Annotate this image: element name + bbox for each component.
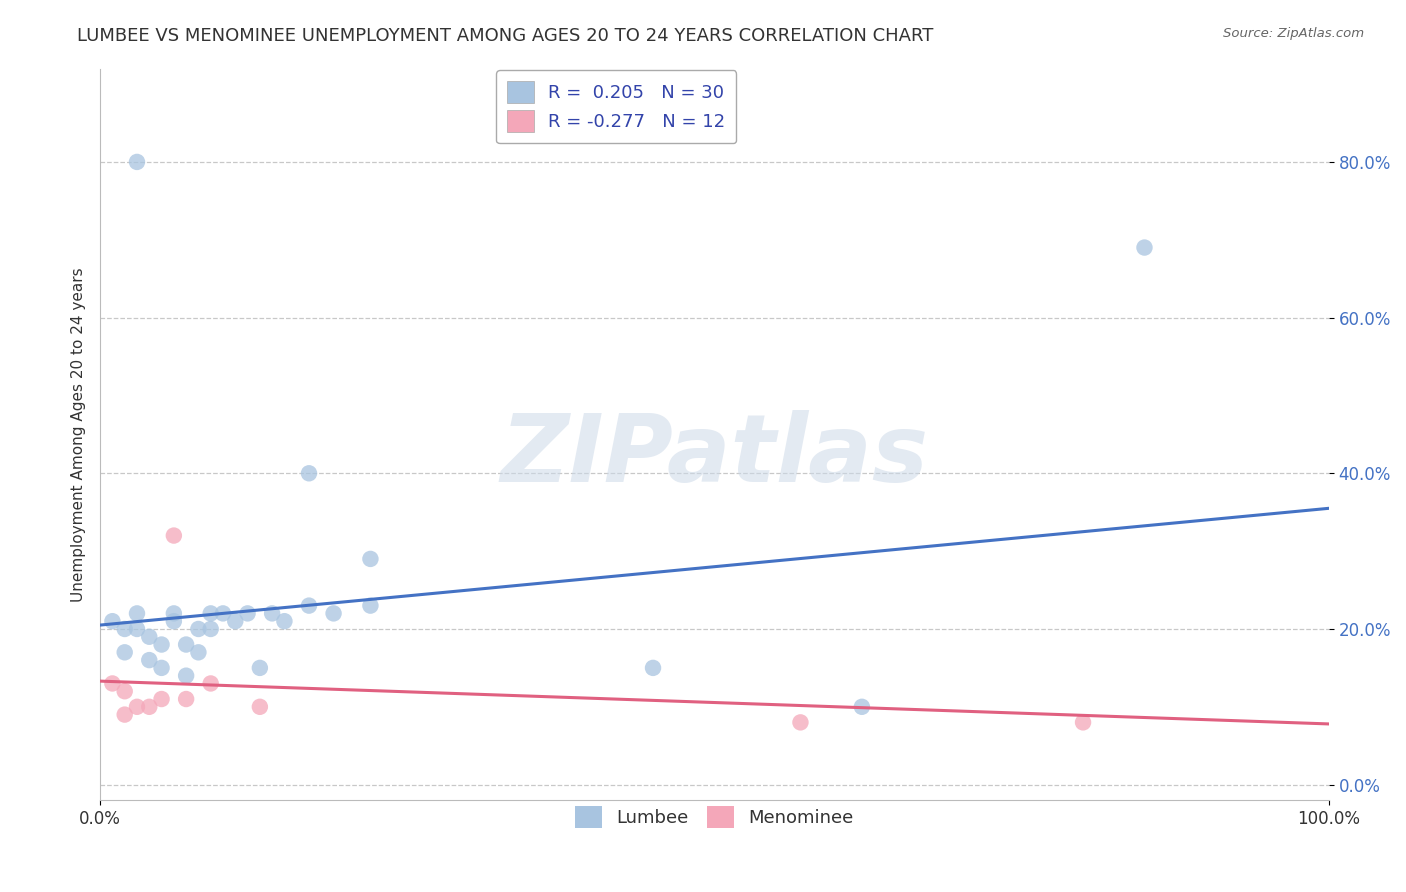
Point bbox=[212, 607, 235, 621]
Point bbox=[114, 622, 136, 636]
Point bbox=[322, 607, 344, 621]
Point bbox=[273, 614, 295, 628]
Point bbox=[187, 622, 209, 636]
Point bbox=[1071, 715, 1094, 730]
Point bbox=[298, 467, 321, 481]
Point bbox=[1133, 241, 1156, 255]
Point bbox=[262, 607, 284, 621]
Point bbox=[224, 614, 246, 628]
Point bbox=[174, 638, 197, 652]
Y-axis label: Unemployment Among Ages 20 to 24 years: Unemployment Among Ages 20 to 24 years bbox=[72, 267, 86, 602]
Point bbox=[851, 699, 873, 714]
Point bbox=[101, 676, 124, 690]
Point bbox=[200, 676, 222, 690]
Point bbox=[359, 552, 381, 566]
Point bbox=[174, 668, 197, 682]
Point bbox=[125, 699, 148, 714]
Point bbox=[163, 528, 186, 542]
Text: LUMBEE VS MENOMINEE UNEMPLOYMENT AMONG AGES 20 TO 24 YEARS CORRELATION CHART: LUMBEE VS MENOMINEE UNEMPLOYMENT AMONG A… bbox=[77, 27, 934, 45]
Legend: Lumbee, Menominee: Lumbee, Menominee bbox=[568, 798, 860, 835]
Point bbox=[641, 661, 664, 675]
Point bbox=[298, 599, 321, 613]
Point bbox=[101, 614, 124, 628]
Point bbox=[150, 638, 173, 652]
Point bbox=[174, 692, 197, 706]
Point bbox=[163, 607, 186, 621]
Point bbox=[150, 661, 173, 675]
Point bbox=[138, 653, 160, 667]
Point bbox=[359, 599, 381, 613]
Point bbox=[789, 715, 811, 730]
Point bbox=[249, 661, 271, 675]
Point bbox=[114, 684, 136, 698]
Text: ZIPatlas: ZIPatlas bbox=[501, 410, 928, 502]
Point bbox=[150, 692, 173, 706]
Point bbox=[138, 699, 160, 714]
Point bbox=[236, 607, 259, 621]
Point bbox=[125, 607, 148, 621]
Point bbox=[200, 622, 222, 636]
Point bbox=[200, 607, 222, 621]
Point bbox=[114, 707, 136, 722]
Point bbox=[249, 699, 271, 714]
Point bbox=[114, 645, 136, 659]
Point bbox=[125, 622, 148, 636]
Point bbox=[138, 630, 160, 644]
Point bbox=[187, 645, 209, 659]
Point bbox=[125, 155, 148, 169]
Text: Source: ZipAtlas.com: Source: ZipAtlas.com bbox=[1223, 27, 1364, 40]
Point bbox=[163, 614, 186, 628]
